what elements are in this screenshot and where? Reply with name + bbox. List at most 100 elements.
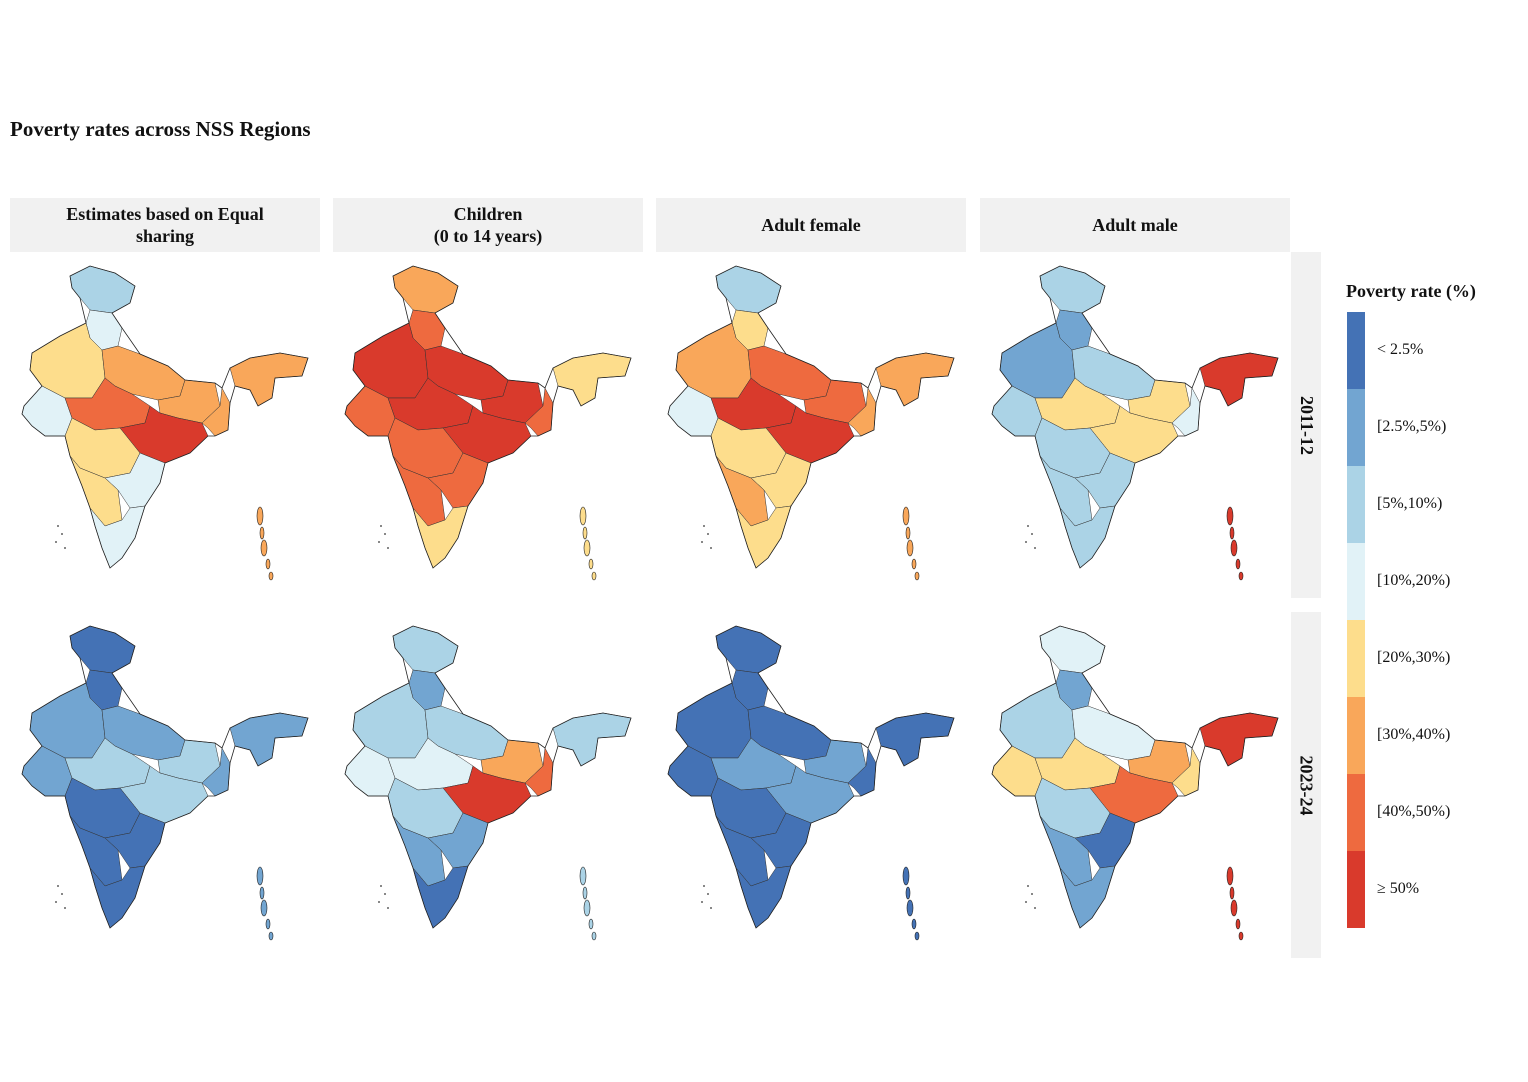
country-outline xyxy=(667,625,955,929)
island-andaman-4 xyxy=(591,931,597,941)
island-lakshadweep-0 xyxy=(1027,885,1029,887)
island-lakshadweep-2 xyxy=(378,541,380,543)
island-lakshadweep-2 xyxy=(55,541,57,543)
island-andaman-3 xyxy=(265,558,271,570)
island-andaman-1 xyxy=(259,886,265,900)
map-svg-y2023-children xyxy=(344,625,632,941)
island-andaman-0 xyxy=(579,866,587,886)
legend-label-0: < 2.5% xyxy=(1377,341,1424,358)
legend-swatch-5 xyxy=(1347,697,1365,774)
region-northeast xyxy=(1199,712,1279,767)
island-andaman-2 xyxy=(906,899,914,917)
region-northeast xyxy=(229,352,309,407)
island-lakshadweep-0 xyxy=(703,525,705,527)
country-outline xyxy=(344,265,632,569)
map-svg-y2011-equal xyxy=(21,265,309,581)
island-andaman-4 xyxy=(1238,931,1244,941)
island-lakshadweep-3 xyxy=(1034,547,1036,549)
island-andaman-0 xyxy=(579,506,587,526)
island-lakshadweep-1 xyxy=(707,533,709,535)
island-lakshadweep-0 xyxy=(380,525,382,527)
island-andaman-1 xyxy=(259,526,265,540)
island-andaman-0 xyxy=(1226,506,1234,526)
island-andaman-3 xyxy=(588,918,594,930)
map-panel-2023-equal xyxy=(10,618,320,958)
island-lakshadweep-3 xyxy=(710,547,712,549)
row-header-2023-24: 2023-24 xyxy=(1291,612,1321,958)
country-outline xyxy=(21,265,309,569)
column-header-adult-male: Adult male xyxy=(980,198,1290,252)
region-northeast xyxy=(229,712,309,767)
island-andaman-1 xyxy=(905,526,911,540)
island-lakshadweep-1 xyxy=(1031,893,1033,895)
map-svg-y2011-male xyxy=(991,265,1279,581)
island-lakshadweep-1 xyxy=(707,893,709,895)
island-andaman-4 xyxy=(268,571,274,581)
country-outline xyxy=(667,265,955,569)
map-panel-2023-children xyxy=(333,618,643,958)
island-lakshadweep-2 xyxy=(701,901,703,903)
island-lakshadweep-1 xyxy=(61,893,63,895)
island-andaman-4 xyxy=(1238,571,1244,581)
map-svg-y2023-male xyxy=(991,625,1279,941)
map-svg-y2023-equal xyxy=(21,625,309,941)
map-panel-2011-female xyxy=(656,258,966,598)
island-andaman-2 xyxy=(260,539,268,557)
island-andaman-0 xyxy=(256,506,264,526)
island-andaman-3 xyxy=(1235,918,1241,930)
island-andaman-0 xyxy=(902,866,910,886)
island-lakshadweep-1 xyxy=(61,533,63,535)
island-lakshadweep-1 xyxy=(384,893,386,895)
legend-swatch-1 xyxy=(1347,389,1365,466)
map-svg-y2023-female xyxy=(667,625,955,941)
legend-swatch-0 xyxy=(1347,312,1365,389)
region-northeast xyxy=(875,712,955,767)
region-northeast xyxy=(552,352,632,407)
row-header-2011-12: 2011-12 xyxy=(1291,252,1321,598)
map-panel-2011-equal xyxy=(10,258,320,598)
region-northeast xyxy=(552,712,632,767)
island-lakshadweep-2 xyxy=(1025,901,1027,903)
island-lakshadweep-2 xyxy=(378,901,380,903)
island-andaman-1 xyxy=(1229,526,1235,540)
island-lakshadweep-1 xyxy=(384,533,386,535)
island-lakshadweep-2 xyxy=(1025,541,1027,543)
island-andaman-3 xyxy=(588,558,594,570)
island-lakshadweep-0 xyxy=(703,885,705,887)
island-andaman-1 xyxy=(582,886,588,900)
column-header-children: Children (0 to 14 years) xyxy=(333,198,643,252)
legend-label-5: [30%,40%) xyxy=(1377,726,1451,743)
island-andaman-3 xyxy=(911,558,917,570)
map-svg-y2011-female xyxy=(667,265,955,581)
island-lakshadweep-3 xyxy=(387,907,389,909)
island-lakshadweep-3 xyxy=(64,547,66,549)
island-andaman-4 xyxy=(268,931,274,941)
map-panel-2023-female xyxy=(656,618,966,958)
island-andaman-2 xyxy=(583,899,591,917)
legend-swatch-3 xyxy=(1347,543,1365,620)
island-andaman-3 xyxy=(1235,558,1241,570)
island-andaman-4 xyxy=(914,931,920,941)
map-panel-2011-male xyxy=(980,258,1290,598)
island-andaman-3 xyxy=(911,918,917,930)
country-outline xyxy=(21,625,309,929)
legend-swatch-6 xyxy=(1347,774,1365,851)
country-outline xyxy=(991,625,1279,929)
region-northeast xyxy=(1199,352,1279,407)
island-lakshadweep-3 xyxy=(1034,907,1036,909)
island-andaman-3 xyxy=(265,918,271,930)
island-andaman-4 xyxy=(591,571,597,581)
island-andaman-1 xyxy=(582,526,588,540)
legend-label-2: [5%,10%) xyxy=(1377,495,1443,512)
island-lakshadweep-1 xyxy=(1031,533,1033,535)
island-lakshadweep-0 xyxy=(57,525,59,527)
legend-label-6: [40%,50%) xyxy=(1377,803,1451,820)
island-lakshadweep-0 xyxy=(380,885,382,887)
island-andaman-2 xyxy=(1230,899,1238,917)
legend-label-1: [2.5%,5%) xyxy=(1377,418,1447,435)
column-header-equal-sharing: Estimates based on Equal sharing xyxy=(10,198,320,252)
legend-title: Poverty rate (%) xyxy=(1346,281,1476,301)
legend-label-4: [20%,30%) xyxy=(1377,649,1451,666)
island-andaman-0 xyxy=(256,866,264,886)
legend-swatch-2 xyxy=(1347,466,1365,543)
